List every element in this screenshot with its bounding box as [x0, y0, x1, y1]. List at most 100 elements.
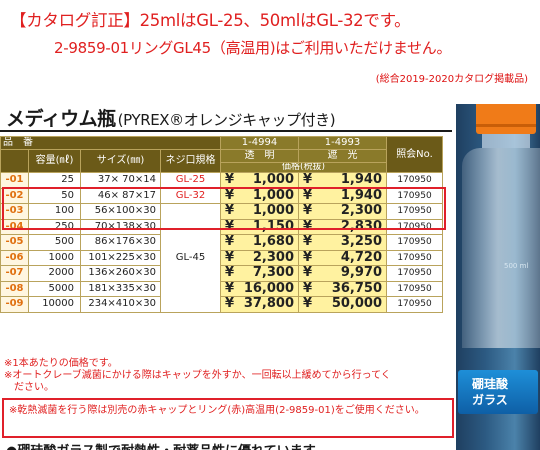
row-catalog: 170950	[386, 249, 443, 266]
price-value: 1,940	[340, 188, 382, 203]
yen-sign: ¥	[303, 234, 313, 250]
row-catalog: 170950	[386, 265, 443, 282]
correction-notice: 【カタログ訂正】25mlはGL-25、50mlはGL-32です。 2-9859-…	[0, 0, 540, 92]
heading-divider	[0, 130, 452, 132]
row-price-shade: ¥1,940	[298, 187, 387, 204]
bottle-neck	[482, 134, 530, 148]
row-number: -03	[0, 203, 29, 220]
row-size: 181×335×30	[80, 280, 161, 297]
yen-sign: ¥	[303, 172, 313, 188]
row-price-clear: ¥2,300	[220, 249, 299, 266]
row-price-shade: ¥50,000	[298, 296, 387, 313]
yen-sign: ¥	[303, 188, 313, 203]
row-neck: GL-25	[160, 172, 221, 189]
row-number: -01	[0, 172, 29, 189]
row-capacity: 500	[28, 234, 81, 251]
row-price-shade: ¥36,750	[298, 280, 387, 297]
row-price-clear: ¥1,680	[220, 234, 299, 251]
row-number: -08	[0, 280, 29, 297]
row-size: 37× 70×14	[80, 172, 161, 189]
row-price-clear: ¥16,000	[220, 280, 299, 297]
price-value: 50,000	[331, 296, 382, 312]
note-autoclave-cont: ださい。	[14, 382, 54, 393]
row-price-clear: ¥1,000	[220, 172, 299, 189]
table-row: -07 2000 136×260×30 ¥7,300 ¥9,970 170950	[0, 265, 443, 282]
header-neck: ネジ口規格	[160, 149, 221, 173]
price-value: 7,300	[252, 265, 294, 281]
yen-sign: ¥	[303, 219, 313, 234]
table-row: -05 500 86×176×30 ¥1,680 ¥3,250 170950	[0, 234, 443, 251]
yen-sign: ¥	[303, 281, 313, 296]
header-price: 価格(税抜)	[220, 162, 387, 173]
row-size: 56×100×30	[80, 203, 161, 220]
row-price-shade: ¥1,940	[298, 172, 387, 189]
yen-sign: ¥	[225, 265, 235, 281]
row-number: -05	[0, 234, 29, 251]
yen-sign: ¥	[225, 188, 235, 203]
row-neck-merged: GL-45	[160, 203, 221, 313]
row-price-clear: ¥1,000	[220, 203, 299, 220]
header-hinban: 品 番	[0, 136, 221, 150]
notice-source: (総合2019-2020カタログ掲載品)	[375, 74, 528, 85]
orange-cap-icon	[476, 104, 536, 134]
row-catalog: 170950	[386, 234, 443, 251]
row-price-shade: ¥2,830	[298, 218, 387, 235]
yen-sign: ¥	[225, 219, 235, 234]
row-size: 101×225×30	[80, 249, 161, 266]
row-catalog: 170950	[386, 280, 443, 297]
header-capacity: 容量(㎖)	[28, 149, 81, 173]
row-capacity: 250	[28, 218, 81, 235]
note-per-unit: ※1本あたりの価格です。	[4, 358, 118, 369]
price-value: 2,300	[252, 250, 294, 265]
yen-sign: ¥	[303, 203, 313, 219]
table-row: -04 250 70×138×30 ¥1,150 ¥2,830 170950	[0, 218, 443, 235]
header-spacer	[0, 149, 29, 173]
row-catalog: 170950	[386, 172, 443, 189]
price-value: 2,830	[340, 219, 382, 234]
price-value: 3,250	[340, 234, 382, 250]
price-value: 1,000	[252, 188, 294, 203]
notice-line-1: 【カタログ訂正】25mlはGL-25、50mlはGL-32です。	[10, 11, 411, 30]
row-price-clear: ¥37,800	[220, 296, 299, 313]
yen-sign: ¥	[225, 234, 235, 250]
yen-sign: ¥	[225, 281, 235, 296]
row-number: -02	[0, 187, 29, 204]
row-capacity: 25	[28, 172, 81, 189]
row-size: 46× 87×17	[80, 187, 161, 204]
dry-heat-note-box: ※乾熱滅菌を行う際は別売の赤キャップとリング(赤)高温用(2-9859-01)を…	[2, 398, 454, 438]
yen-sign: ¥	[303, 250, 313, 265]
row-price-shade: ¥9,970	[298, 265, 387, 282]
row-capacity: 10000	[28, 296, 81, 313]
row-price-clear: ¥7,300	[220, 265, 299, 282]
price-value: 2,300	[340, 203, 382, 219]
section-heading: メディウム瓶 (PYREX®オレンジキャップ付き)	[6, 104, 336, 130]
price-value: 1,940	[340, 172, 382, 188]
row-capacity: 5000	[28, 280, 81, 297]
row-catalog: 170950	[386, 296, 443, 313]
row-catalog: 170950	[386, 218, 443, 235]
price-table: 品 番 1-4994 1-4993 照会No. 容量(㎖) サイズ(㎜) ネジ口…	[0, 136, 443, 313]
bottle-photo: 500 ml 硼珪酸 ガラス	[456, 104, 540, 450]
header-code-clear: 1-4994	[220, 136, 299, 150]
price-value: 1,000	[252, 203, 294, 219]
row-capacity: 2000	[28, 265, 81, 282]
price-value: 16,000	[243, 281, 294, 296]
table-row: -06 1000 101×225×30 ¥2,300 ¥4,720 170950	[0, 249, 443, 266]
row-price-shade: ¥2,300	[298, 203, 387, 220]
row-size: 234×410×30	[80, 296, 161, 313]
row-size: 136×260×30	[80, 265, 161, 282]
row-number: -07	[0, 265, 29, 282]
header-clear: 透 明	[220, 149, 299, 163]
table-row: -03 100 56×100×30 GL-45 ¥1,000 ¥2,300 17…	[0, 203, 443, 313]
yen-sign: ¥	[303, 296, 313, 312]
row-size: 70×138×30	[80, 218, 161, 235]
price-value: 1,000	[252, 172, 294, 188]
row-capacity: 100	[28, 203, 81, 220]
row-number: -06	[0, 249, 29, 266]
bottle-glass	[462, 148, 540, 348]
price-value: 4,720	[340, 250, 382, 265]
price-value: 9,970	[340, 265, 382, 281]
header-code-shade: 1-4993	[298, 136, 387, 150]
yen-sign: ¥	[225, 203, 235, 219]
row-price-shade: ¥4,720	[298, 249, 387, 266]
